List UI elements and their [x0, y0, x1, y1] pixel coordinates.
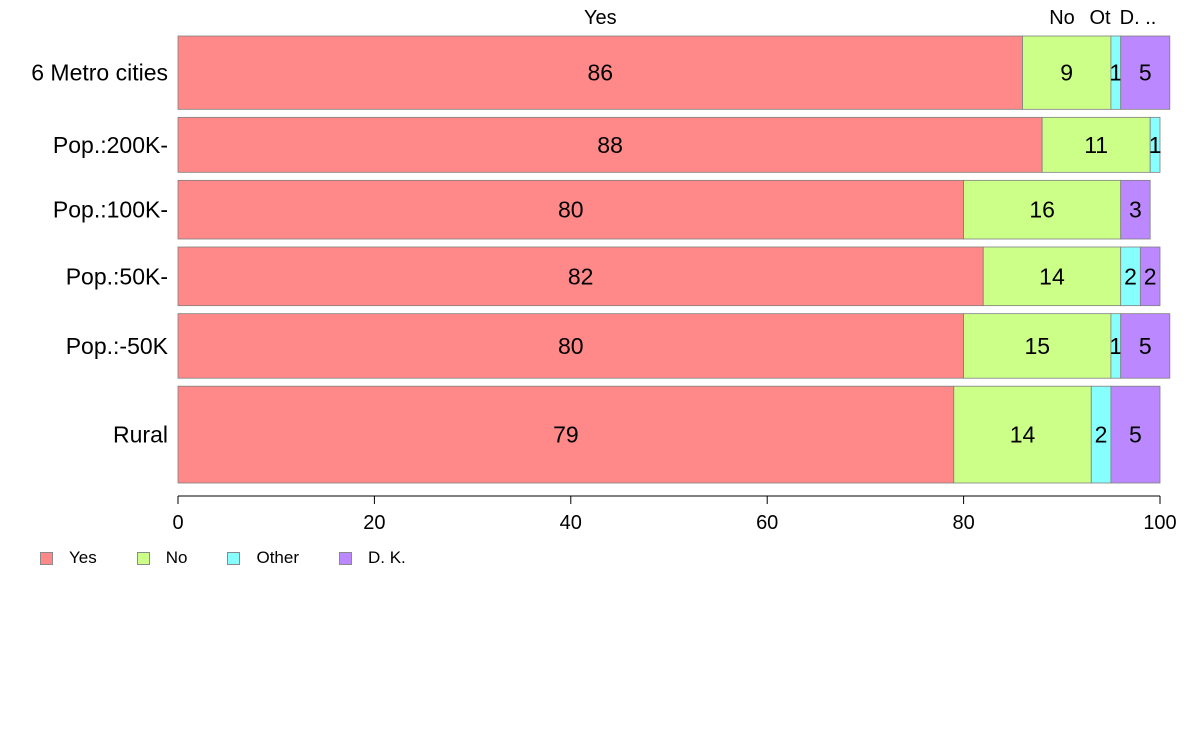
legend-label: No [165, 548, 188, 567]
x-tick-label: 80 [952, 512, 974, 534]
legend-label: Yes [69, 548, 97, 567]
legend-label: Other [256, 548, 299, 567]
x-tick-label: 20 [363, 512, 385, 534]
data-label: 2 [1095, 422, 1108, 448]
top-series-label: D. .. [1120, 7, 1157, 29]
bar-segment-yes [177, 385, 955, 484]
bar-segment-yes [177, 246, 984, 307]
data-label: 2 [1144, 263, 1157, 289]
bar-segment-yes [177, 116, 1043, 173]
legend-item: Yes [40, 548, 97, 568]
bar-segment-no [982, 246, 1122, 307]
top-series-labels: Yes No Ot D. .. [584, 7, 1156, 29]
data-label: 1 [1109, 60, 1122, 86]
category-label: Rural [113, 422, 168, 448]
bar-segment-yes [177, 35, 1023, 110]
bars: 86 9 1 588 11 180 16 382 14 2 280 15 1 579 14 2 5 [177, 35, 1171, 484]
data-label: 79 [553, 422, 579, 448]
legend-label: D. K. [368, 548, 406, 567]
bar-segment-other [1149, 116, 1161, 173]
category-labels: 6 Metro cities Pop.:200K- Pop.:100K- Pop.:5… [31, 60, 168, 448]
legend-swatch [136, 551, 150, 565]
top-series-label: No [1049, 7, 1075, 29]
data-label: 14 [1010, 422, 1036, 448]
legend-swatch [227, 551, 241, 565]
legend-item: D. K. [339, 548, 406, 568]
x-axis: 0 20 40 60 80 100 [172, 495, 1177, 534]
data-label: 86 [587, 60, 613, 86]
legend: Yes No Other D. K. [40, 548, 446, 568]
x-tick-label: 0 [172, 512, 183, 534]
bar-segment-yes [177, 179, 964, 240]
bar-segment-d-k- [1139, 246, 1161, 307]
x-tick-label: 40 [560, 512, 582, 534]
data-label: 11 [1084, 132, 1108, 158]
data-label: 5 [1129, 422, 1142, 448]
data-label: 80 [558, 333, 584, 359]
bar-segment-no [963, 179, 1122, 240]
bar-segment-d-k- [1120, 313, 1171, 379]
bar-segment-no [953, 385, 1092, 484]
legend-swatch [40, 551, 53, 565]
data-label: 14 [1039, 263, 1065, 289]
category-label: Pop.:-50K [66, 333, 169, 359]
bar-segment-d-k- [1120, 35, 1171, 110]
category-label: Pop.:200K- [53, 132, 168, 158]
legend-item: Other [227, 548, 299, 568]
data-label: 16 [1029, 197, 1055, 223]
data-label: 3 [1129, 197, 1142, 223]
data-label: 15 [1024, 333, 1050, 359]
data-label: 2 [1124, 263, 1137, 289]
data-label: 1 [1149, 132, 1162, 158]
data-label: 1 [1109, 333, 1122, 359]
bar-segment-no [1022, 35, 1112, 110]
category-label: Pop.:100K- [53, 197, 168, 223]
bar-segment-d-k- [1110, 385, 1161, 484]
data-label: 5 [1139, 60, 1152, 86]
legend-item: No [136, 548, 188, 568]
data-label: 5 [1139, 333, 1152, 359]
data-label: 88 [597, 132, 623, 158]
stacked-bar-chart: Yes No Ot D. .. 86 9 1 588 11 180 16 382 14 2 280 15 1 5… [31, 7, 1177, 534]
data-label: 80 [558, 197, 584, 223]
data-label: 9 [1060, 60, 1073, 86]
data-label: 82 [568, 263, 594, 289]
x-tick-label: 60 [756, 512, 778, 534]
x-tick-label: 100 [1143, 512, 1176, 534]
bar-segment-no [963, 313, 1112, 379]
top-series-label: Ot [1089, 7, 1111, 29]
top-series-label: Yes [584, 7, 617, 29]
legend-swatch [339, 551, 352, 565]
bar-segment-d-k- [1120, 179, 1151, 240]
bar-segment-no [1041, 116, 1151, 173]
category-label: Pop.:50K- [66, 263, 168, 289]
bar-segment-yes [177, 313, 964, 379]
category-label: 6 Metro cities [31, 60, 168, 86]
